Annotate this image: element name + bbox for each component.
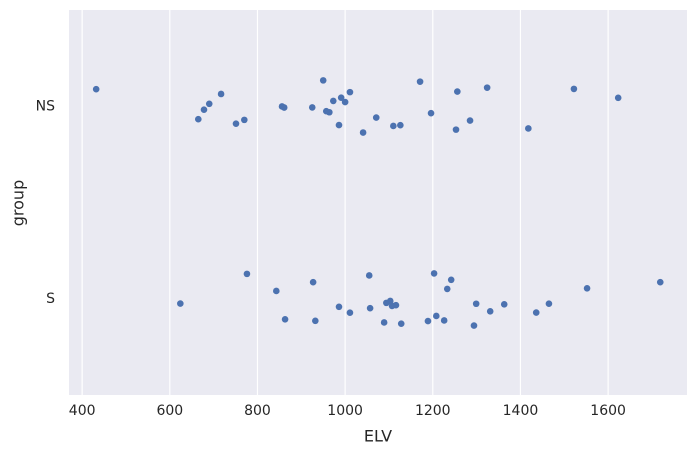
point [397, 320, 405, 327]
point [177, 300, 184, 307]
point [447, 276, 455, 284]
x-tick-label: 1200 [415, 403, 451, 419]
point [397, 121, 404, 129]
point [273, 287, 280, 295]
point [281, 315, 289, 323]
x-tick-label: 400 [69, 403, 96, 419]
point [346, 88, 354, 96]
point [545, 300, 553, 308]
point [614, 94, 622, 102]
point [392, 301, 400, 309]
point [454, 88, 461, 95]
point [583, 284, 591, 292]
point [500, 301, 508, 308]
point [308, 104, 316, 111]
y-tick-label: S [46, 291, 55, 307]
point [427, 109, 435, 117]
x-axis-label: ELV [364, 427, 392, 446]
point [452, 126, 460, 133]
point [319, 77, 327, 84]
y-axis-label: group [9, 180, 28, 226]
plot-area [69, 10, 687, 395]
x-tick-label: 1600 [590, 403, 626, 419]
point [346, 309, 354, 317]
point [432, 312, 440, 320]
point [390, 122, 397, 130]
point [217, 90, 225, 98]
point [470, 322, 478, 329]
point [532, 309, 540, 316]
point [241, 116, 248, 124]
x-tick-label: 800 [244, 403, 271, 419]
point [280, 104, 288, 111]
point [366, 304, 374, 312]
point [380, 319, 388, 326]
point [312, 317, 319, 325]
point [194, 115, 202, 123]
x-tick-label: 600 [156, 403, 183, 419]
point [232, 120, 240, 127]
point [570, 85, 578, 93]
point [243, 270, 251, 278]
x-tick-label: 1400 [503, 403, 539, 419]
x-tick-label: 1000 [327, 403, 363, 419]
point [200, 106, 208, 114]
point [472, 300, 480, 308]
point [424, 317, 432, 325]
point [486, 308, 494, 315]
point [365, 272, 373, 279]
point [443, 285, 451, 293]
point [430, 270, 438, 277]
point [309, 278, 317, 286]
point [466, 117, 474, 124]
point [372, 114, 380, 121]
point [440, 317, 448, 324]
point [341, 98, 349, 106]
point [525, 125, 532, 132]
point [656, 278, 664, 286]
point [326, 108, 333, 116]
point [329, 97, 337, 105]
point [205, 100, 213, 108]
point [359, 129, 367, 136]
point [416, 78, 424, 85]
point [335, 303, 343, 311]
point [337, 94, 345, 101]
point [92, 85, 100, 93]
y-tick-label: NS [36, 98, 55, 114]
point [483, 84, 491, 91]
point [335, 121, 343, 129]
